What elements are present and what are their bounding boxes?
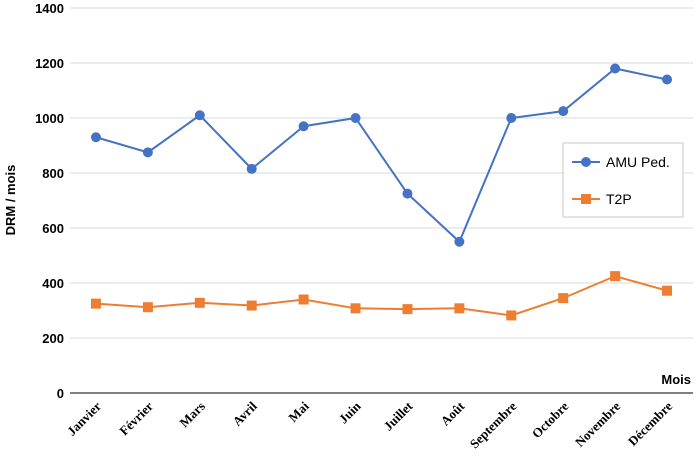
legend-label: T2P xyxy=(606,191,632,207)
x-tick-label: Février xyxy=(116,398,156,438)
y-tick-label: 400 xyxy=(42,276,64,291)
y-tick-label: 1000 xyxy=(35,111,64,126)
data-point xyxy=(558,293,569,304)
data-point xyxy=(194,297,205,308)
data-point xyxy=(90,132,101,143)
legend: AMU Ped. T2P xyxy=(562,142,684,218)
x-tick-label: Novembre xyxy=(572,398,623,449)
series-layer xyxy=(90,63,673,321)
data-point xyxy=(610,63,621,74)
x-tick-label: Mai xyxy=(285,398,312,425)
y-axis-title: DRM / mois xyxy=(3,165,18,236)
data-point xyxy=(194,110,205,121)
y-tick-label: 1400 xyxy=(35,1,64,16)
x-tick-label: Septembre xyxy=(467,398,520,451)
data-point xyxy=(402,304,413,315)
x-tick-label: Janvier xyxy=(64,398,104,438)
x-tick-label: Octobre xyxy=(529,398,572,441)
x-axis-title: Mois xyxy=(661,372,691,387)
series-line xyxy=(95,275,668,317)
data-point xyxy=(662,74,673,85)
y-tick-label: 600 xyxy=(42,221,64,236)
x-tick-label: Juillet xyxy=(380,398,416,434)
data-point xyxy=(298,294,309,305)
data-point xyxy=(454,303,465,314)
data-point xyxy=(142,302,153,313)
data-point xyxy=(610,271,621,282)
y-tick-label: 200 xyxy=(42,331,64,346)
x-tick-label: Août xyxy=(437,398,467,428)
data-point xyxy=(662,285,673,296)
legend-label: AMU Ped. xyxy=(606,154,670,170)
data-point xyxy=(350,303,361,314)
legend-swatch-marker xyxy=(581,194,591,204)
y-tick-labels: 0 200 400 600 800 1000 1200 1400 xyxy=(35,1,64,401)
legend-box xyxy=(562,142,684,218)
x-tick-label: Décembre xyxy=(625,398,675,448)
gridlines xyxy=(70,7,693,339)
x-tick-label: Avril xyxy=(229,398,260,429)
data-point xyxy=(506,310,517,321)
data-point xyxy=(246,163,257,174)
y-tick-label: 800 xyxy=(42,166,64,181)
data-point xyxy=(454,236,465,247)
x-tick-labels: Janvier Février Mars Avril Mai Juin Juillet Aoû… xyxy=(64,398,675,451)
data-point xyxy=(90,298,101,309)
x-tick-label: Juin xyxy=(336,398,365,427)
y-tick-label: 1200 xyxy=(35,56,64,71)
data-point xyxy=(142,147,153,158)
legend-swatch-marker xyxy=(581,157,591,167)
data-point xyxy=(350,113,361,123)
data-point xyxy=(298,121,309,132)
series-line xyxy=(95,67,668,244)
y-tick-label: 0 xyxy=(57,386,64,401)
data-point xyxy=(402,188,413,199)
x-tick-label: Mars xyxy=(176,399,208,431)
data-point xyxy=(506,113,517,123)
data-point xyxy=(558,106,569,117)
data-point xyxy=(246,300,257,311)
